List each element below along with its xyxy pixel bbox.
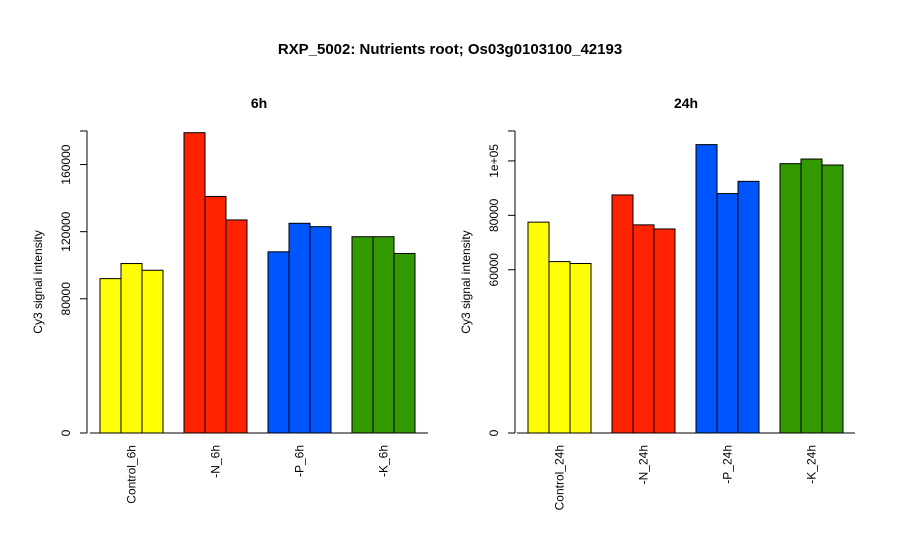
y-axis-label: Cy3 signal intensity [459,230,473,333]
bar [372,236,395,434]
bar [611,194,634,434]
panel-title: 24h [674,95,698,111]
y-axis-label: Cy3 signal intensity [31,230,45,333]
bar [120,263,143,434]
x-tick-label: -N_24h [637,445,651,484]
panel-24h: 24h Cy3 signal intensity 0 60000 80000 1e+05 C… [459,95,855,510]
y-tick-label: 60000 [487,253,501,287]
y-tick-label: 160000 [59,144,73,184]
bar [653,228,676,434]
x-tick-label: -K_6h [377,445,391,477]
x-tick-label: -N_6h [209,445,223,478]
y-tick-label: 80000 [487,198,501,232]
bar [267,251,290,434]
bar [225,219,248,434]
bar [821,164,844,434]
bar [141,269,164,434]
bar [183,132,206,434]
chart-main-title: RXP_5002: Nutrients root; Os03g0103100_4… [278,41,622,58]
y-tick-label: 0 [487,429,501,436]
bar [737,180,760,434]
bar [632,224,655,434]
bar [548,261,571,434]
x-tick-label: Control_24h [553,445,567,510]
panel-title: 6h [251,95,267,111]
bar [393,252,416,434]
bar [99,278,122,434]
bar [351,236,374,434]
y-tick-label: 80000 [59,282,73,316]
bar [779,163,802,434]
x-tick-label: -K_24h [805,445,819,484]
y-tick-label: 0 [59,429,73,436]
bar [569,262,592,434]
panel-6h: 6h Cy3 signal intensity 0 80000 120000 160000… [31,95,428,504]
bar [716,193,739,434]
y-tick-label: 120000 [59,211,73,251]
x-tick-label: Control_6h [125,445,139,504]
y-tick-label: 1e+05 [487,144,501,178]
x-tick-label: -P_24h [721,445,735,484]
x-tick-label: -P_6h [293,445,307,477]
bar [527,221,550,434]
bar [309,226,332,434]
bar [288,222,311,434]
bar [800,158,823,434]
bar [204,195,227,434]
bar [695,144,718,434]
